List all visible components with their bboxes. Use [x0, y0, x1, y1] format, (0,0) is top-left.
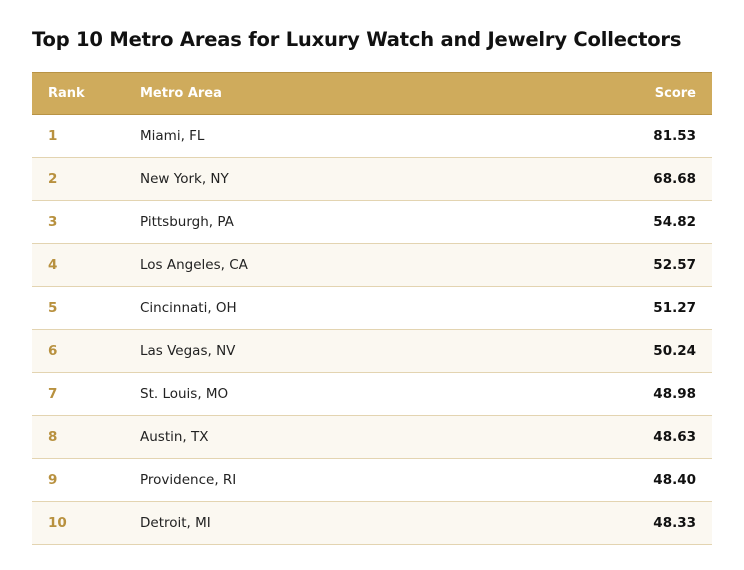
rank-cell: 9: [48, 472, 58, 488]
table-row: 7 St. Louis, MO 48.98: [32, 373, 712, 416]
rank-cell: 2: [48, 171, 58, 187]
rank-cell: 4: [48, 257, 58, 273]
score-cell: 51.27: [653, 300, 696, 316]
column-header-score: Score: [654, 86, 696, 101]
rank-cell: 7: [48, 386, 58, 402]
metro-area-cell: New York, NY: [140, 171, 229, 187]
score-cell: 50.24: [653, 343, 696, 359]
metro-area-cell: Austin, TX: [140, 429, 209, 445]
rank-cell: 5: [48, 300, 58, 316]
metro-area-cell: Cincinnati, OH: [140, 300, 237, 316]
table-row: 8 Austin, TX 48.63: [32, 416, 712, 459]
page-title: Top 10 Metro Areas for Luxury Watch and …: [32, 28, 682, 51]
table-row: 3 Pittsburgh, PA 54.82: [32, 201, 712, 244]
metro-area-cell: Providence, RI: [140, 472, 237, 488]
score-cell: 54.82: [653, 214, 696, 230]
score-cell: 48.98: [653, 386, 696, 402]
column-header-metro-area: Metro Area: [140, 86, 222, 101]
rank-cell: 1: [48, 128, 58, 144]
score-cell: 48.63: [653, 429, 696, 445]
metro-area-cell: Las Vegas, NV: [140, 343, 236, 359]
table-row: 1 Miami, FL 81.53: [32, 115, 712, 158]
rank-cell: 10: [48, 515, 67, 531]
score-cell: 48.40: [653, 472, 696, 488]
metro-area-cell: Los Angeles, CA: [140, 257, 248, 273]
table-row: 2 New York, NY 68.68: [32, 158, 712, 201]
table-row: 4 Los Angeles, CA 52.57: [32, 244, 712, 287]
score-cell: 68.68: [653, 171, 696, 187]
rank-cell: 3: [48, 214, 58, 230]
metro-area-cell: Detroit, MI: [140, 515, 211, 531]
table-row: 10 Detroit, MI 48.33: [32, 502, 712, 545]
table-row: 6 Las Vegas, NV 50.24: [32, 330, 712, 373]
rank-cell: 6: [48, 343, 58, 359]
table-row: 9 Providence, RI 48.40: [32, 459, 712, 502]
rankings-table: Rank Metro Area Score 1 Miami, FL 81.53 …: [32, 72, 712, 545]
score-cell: 52.57: [653, 257, 696, 273]
table-row: 5 Cincinnati, OH 51.27: [32, 287, 712, 330]
metro-area-cell: Miami, FL: [140, 128, 205, 144]
metro-area-cell: Pittsburgh, PA: [140, 214, 234, 230]
rank-cell: 8: [48, 429, 58, 445]
metro-area-cell: St. Louis, MO: [140, 386, 229, 402]
column-header-rank: Rank: [48, 86, 85, 101]
score-cell: 48.33: [653, 515, 696, 531]
table-header: Rank Metro Area Score: [32, 72, 712, 115]
score-cell: 81.53: [653, 128, 696, 144]
